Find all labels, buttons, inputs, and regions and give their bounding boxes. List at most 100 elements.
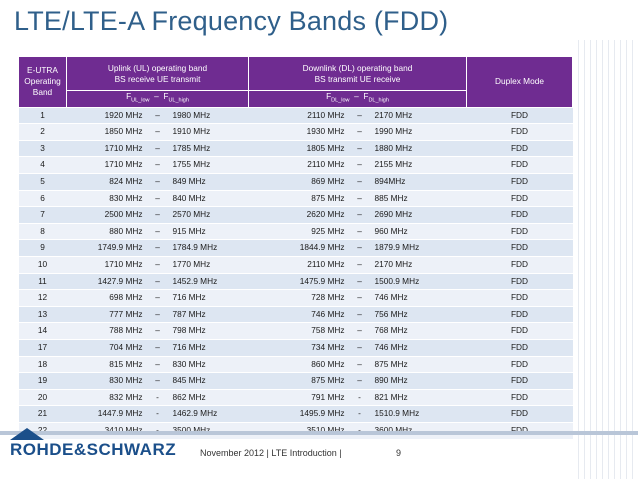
ul-sub-high: UL_high (168, 97, 189, 104)
dl-low-cell: 869 MHz (248, 173, 349, 191)
dl-sub-low: DL_low (331, 97, 350, 104)
header-downlink: Downlink (DL) operating band BS transmit… (248, 56, 467, 91)
ul-dash-cell: – (146, 189, 169, 207)
dl-dash-cell: – (348, 305, 371, 323)
dl-low-cell: 1475.9 MHz (248, 272, 349, 290)
ul-range-dash: – (154, 91, 159, 101)
dl-low-cell: 2620 MHz (248, 206, 349, 224)
dl-dash-cell: – (348, 206, 371, 224)
dl-dash-cell: – (348, 289, 371, 307)
dl-low-cell: 1930 MHz (248, 123, 349, 141)
dl-high-cell: 885 MHz (370, 189, 467, 207)
band-cell: 2 (18, 123, 67, 141)
ul-dash-cell: – (146, 206, 169, 224)
dl-high-cell: 1510.9 MHz (370, 405, 467, 423)
dl-high-cell: 2155 MHz (370, 156, 467, 174)
dl-high-cell: 1500.9 MHz (370, 272, 467, 290)
ul-low-cell: 2500 MHz (66, 206, 147, 224)
band-cell: 20 (18, 388, 67, 406)
duplex-mode-cell: FDD (466, 355, 573, 373)
header-uplink-range: FUL_low – FUL_high (66, 90, 249, 108)
duplex-mode-cell: FDD (466, 256, 573, 274)
header-eutra-line3: Band (32, 87, 53, 98)
dl-dash-cell: – (348, 272, 371, 290)
table-row: 11 1427.9 MHz –1452.9 MHz 1475.9 MHz –1500.9… (18, 272, 573, 290)
dl-low-cell: 791 MHz (248, 388, 349, 406)
ul-low-cell: 1710 MHz (66, 139, 147, 157)
duplex-mode-cell: FDD (466, 289, 573, 307)
ul-low-cell: 788 MHz (66, 322, 147, 340)
dl-high-cell: 2170 MHz (370, 256, 467, 274)
dl-dash-cell: – (348, 173, 371, 191)
ul-low-cell: 880 MHz (66, 222, 147, 240)
ul-low-cell: 777 MHz (66, 305, 147, 323)
table-row: 4 1710 MHz –1755 MHz 2110 MHz –2155 MHz FDD (18, 156, 573, 174)
ul-low-cell: 830 MHz (66, 189, 147, 207)
dl-f-high: F (363, 91, 369, 101)
table-row: 13 777 MHz –787 MHz 746 MHz –756 MHz FDD (18, 305, 573, 323)
duplex-mode-cell: FDD (466, 189, 573, 207)
background-stripes (578, 40, 638, 479)
ul-high-cell: 1462.9 MHz (168, 405, 249, 423)
frequency-band-table: E-UTRA Operating Band Uplink (UL) operat… (18, 56, 573, 439)
table-row: 19 830 MHz –845 MHz 875 MHz –890 MHz FDD (18, 372, 573, 390)
band-cell: 17 (18, 338, 67, 357)
table-row: 8 880 MHz –915 MHz 925 MHz –960 MHz FDD (18, 222, 573, 240)
band-cell: 4 (18, 156, 67, 174)
dl-dash-cell: – (348, 123, 371, 141)
dl-low-cell: 746 MHz (248, 305, 349, 323)
duplex-mode-cell: FDD (466, 239, 573, 257)
ul-high-cell: 716 MHz (168, 338, 249, 357)
band-cell: 13 (18, 305, 67, 323)
header-downlink-range: FDL_low – FDL_high (248, 90, 467, 108)
ul-dash-cell: - (146, 405, 169, 423)
ul-high-cell: 915 MHz (168, 222, 249, 240)
footer-text: November 2012 | LTE Introduction | (200, 448, 342, 458)
ul-dash-cell: – (146, 322, 169, 340)
ul-low-cell: 1447.9 MHz (66, 405, 147, 423)
dl-dash-cell: - (348, 405, 371, 423)
dl-dash-cell: – (348, 189, 371, 207)
ul-dash-cell: – (146, 156, 169, 174)
band-cell: 14 (18, 322, 67, 340)
ul-low-cell: 832 MHz (66, 388, 147, 406)
ul-low-cell: 698 MHz (66, 289, 147, 307)
duplex-mode-cell: FDD (466, 305, 573, 323)
dl-low-cell: 734 MHz (248, 338, 349, 357)
dl-dash-cell: – (348, 222, 371, 240)
ul-low-cell: 1749.9 MHz (66, 239, 147, 257)
dl-sub-high: DL_high (368, 97, 389, 104)
dl-low-cell: 1495.9 MHz (248, 405, 349, 423)
dl-low-cell: 728 MHz (248, 289, 349, 307)
duplex-mode-cell: FDD (466, 106, 573, 124)
table-row: 18 815 MHz –830 MHz 860 MHz –875 MHz FDD (18, 355, 573, 373)
ul-dash-cell: - (146, 388, 169, 406)
dl-dash-cell: – (348, 355, 371, 373)
header-downlink-line1: Downlink (DL) operating band (302, 62, 413, 73)
dl-high-cell: 1880 MHz (370, 139, 467, 157)
dl-low-cell: 2110 MHz (248, 156, 349, 174)
header-uplink: Uplink (UL) operating band BS receive UE… (66, 56, 249, 91)
duplex-mode-cell: FDD (466, 173, 573, 191)
ul-f-low: F (126, 91, 132, 101)
page-number: 9 (396, 448, 402, 458)
ul-dash-cell: – (146, 256, 169, 274)
table-row: 2 1850 MHz –1910 MHz 1930 MHz –1990 MHz FDD (18, 123, 573, 141)
ul-high-cell: 849 MHz (168, 173, 249, 191)
header-eutra-band: E-UTRA Operating Band (18, 56, 67, 108)
band-cell: 3 (18, 139, 67, 157)
dl-low-cell: 2110 MHz (248, 256, 349, 274)
ul-dash-cell: – (146, 289, 169, 307)
ul-dash-cell: – (146, 272, 169, 290)
table-row: 9 1749.9 MHz –1784.9 MHz 1844.9 MHz –1879.9 … (18, 239, 573, 257)
ul-high-cell: 1755 MHz (168, 156, 249, 174)
band-cell: 8 (18, 222, 67, 240)
ul-dash-cell: – (146, 305, 169, 323)
table-row: 12 698 MHz –716 MHz 728 MHz –746 MHz FDD (18, 289, 573, 307)
duplex-mode-cell: FDD (466, 272, 573, 290)
ul-high-cell: 798 MHz (168, 322, 249, 340)
table-row: 17 704 MHz –716 MHz 734 MHz –746 MHz FDD (18, 338, 573, 357)
band-cell: 21 (18, 405, 67, 423)
dl-dash-cell: – (348, 322, 371, 340)
dl-high-cell: 875 MHz (370, 355, 467, 373)
